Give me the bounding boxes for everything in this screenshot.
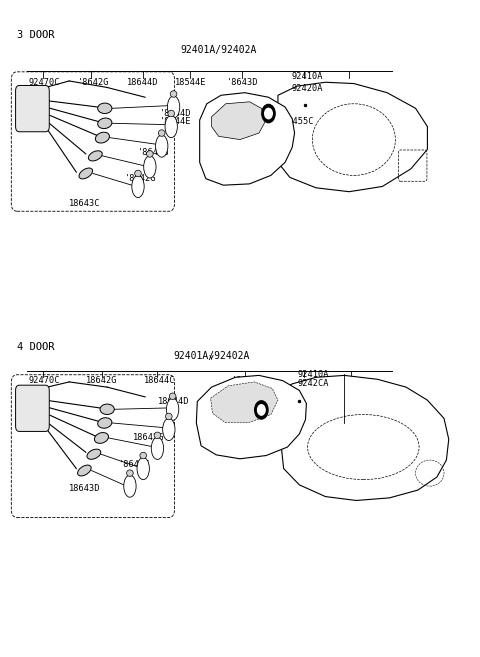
Ellipse shape xyxy=(144,156,156,178)
Ellipse shape xyxy=(154,432,161,439)
Text: 92401A/92402A: 92401A/92402A xyxy=(173,351,250,361)
Ellipse shape xyxy=(98,118,112,129)
Text: 4 DOOR: 4 DOOR xyxy=(17,342,55,351)
Ellipse shape xyxy=(97,103,112,114)
Ellipse shape xyxy=(158,130,165,136)
Text: 3 DOOR: 3 DOOR xyxy=(17,30,55,40)
Polygon shape xyxy=(211,382,278,422)
Ellipse shape xyxy=(135,170,141,177)
Circle shape xyxy=(255,401,268,419)
Ellipse shape xyxy=(100,404,114,415)
Text: 92420A: 92420A xyxy=(291,84,323,93)
Text: 92455C: 92455C xyxy=(283,117,314,126)
Ellipse shape xyxy=(127,470,133,476)
Text: 1327AA: 1327AA xyxy=(238,397,269,406)
Text: '8642G: '8642G xyxy=(77,78,109,87)
Ellipse shape xyxy=(170,91,177,97)
Circle shape xyxy=(264,108,272,119)
Text: 18642G: 18642G xyxy=(86,376,117,385)
Text: 92455C: 92455C xyxy=(265,409,297,418)
Ellipse shape xyxy=(87,449,101,459)
Ellipse shape xyxy=(88,151,102,161)
Text: 18544E: 18544E xyxy=(175,78,206,87)
Text: 1327AA: 1327AA xyxy=(245,101,276,110)
Ellipse shape xyxy=(165,116,178,137)
Text: 92410A: 92410A xyxy=(298,370,329,378)
Ellipse shape xyxy=(124,475,136,497)
FancyBboxPatch shape xyxy=(15,85,49,132)
Text: 18643D: 18643D xyxy=(69,484,101,493)
Text: '8642G: '8642G xyxy=(119,459,151,468)
Ellipse shape xyxy=(96,132,109,143)
Ellipse shape xyxy=(168,96,180,118)
Text: 92401A/92402A: 92401A/92402A xyxy=(180,45,257,55)
Polygon shape xyxy=(276,375,449,501)
Text: 92410A: 92410A xyxy=(291,72,323,81)
Circle shape xyxy=(262,104,275,123)
Ellipse shape xyxy=(137,457,149,480)
Text: 18642G: 18642G xyxy=(133,434,165,442)
Polygon shape xyxy=(200,93,295,185)
Ellipse shape xyxy=(168,110,175,117)
Ellipse shape xyxy=(156,135,168,157)
Text: 92470C: 92470C xyxy=(29,78,60,87)
Ellipse shape xyxy=(132,175,144,198)
Circle shape xyxy=(258,405,265,415)
Ellipse shape xyxy=(146,150,153,157)
Ellipse shape xyxy=(98,418,112,428)
Text: 9242CA: 9242CA xyxy=(298,378,329,388)
Text: 92470C: 92470C xyxy=(29,376,60,385)
Ellipse shape xyxy=(151,438,164,459)
Ellipse shape xyxy=(169,393,176,399)
Ellipse shape xyxy=(78,465,91,476)
Ellipse shape xyxy=(79,168,93,179)
Text: 18643C: 18643C xyxy=(69,199,101,208)
Text: 18644D: 18644D xyxy=(157,397,189,406)
Polygon shape xyxy=(196,375,306,459)
Text: 18644D: 18644D xyxy=(127,78,158,87)
Ellipse shape xyxy=(95,432,108,443)
Ellipse shape xyxy=(166,413,172,420)
Text: '8642G: '8642G xyxy=(125,174,156,183)
FancyBboxPatch shape xyxy=(15,385,49,432)
Text: 18644C: 18644C xyxy=(144,376,176,385)
Text: '8643D: '8643D xyxy=(227,78,258,87)
Polygon shape xyxy=(278,82,427,192)
Text: '8642G: '8642G xyxy=(138,148,169,157)
Ellipse shape xyxy=(140,452,146,459)
Polygon shape xyxy=(212,102,266,139)
Text: '8643D: '8643D xyxy=(231,376,263,385)
Text: '8644D: '8644D xyxy=(159,109,191,118)
Ellipse shape xyxy=(163,419,175,441)
Text: '8644E: '8644E xyxy=(159,118,191,127)
Ellipse shape xyxy=(167,398,179,420)
